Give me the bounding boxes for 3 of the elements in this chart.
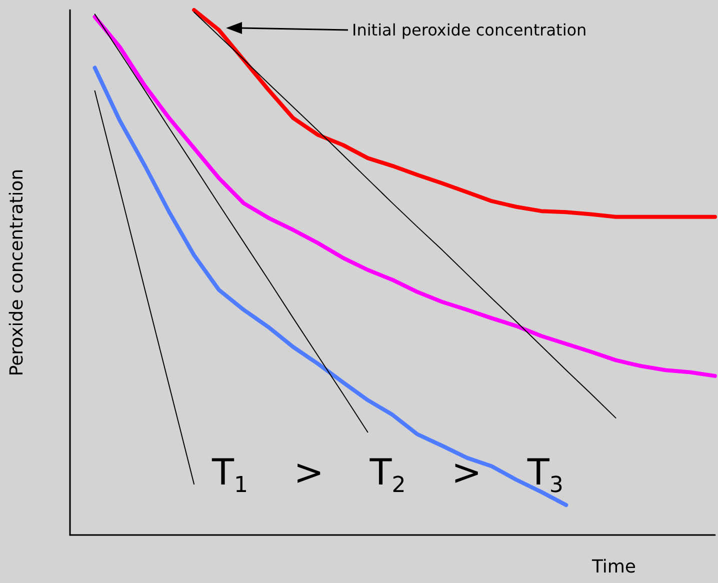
y-axis-title: Peroxide concentration — [6, 168, 28, 376]
annotation: Initial peroxide concentration — [352, 20, 587, 40]
x-axis-title: Time — [590, 556, 636, 578]
